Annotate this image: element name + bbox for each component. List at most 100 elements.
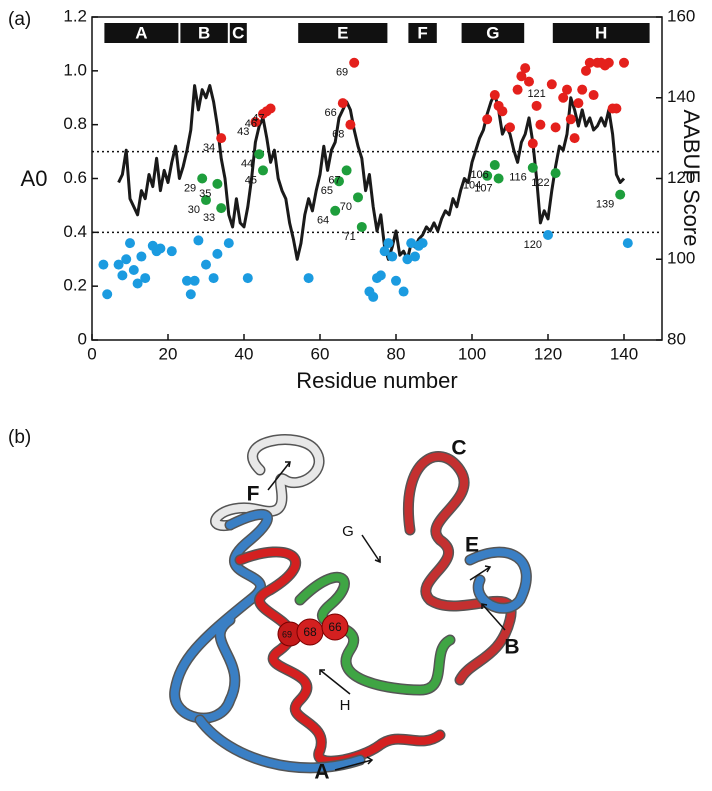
helix-label: E	[337, 23, 348, 42]
point	[550, 168, 561, 179]
point-label: 44	[241, 158, 253, 170]
point	[383, 238, 394, 249]
y2-tick-label: 120	[667, 168, 695, 187]
point	[212, 248, 223, 259]
x-tick-label: 80	[387, 344, 406, 363]
point	[535, 119, 546, 130]
point	[588, 90, 599, 101]
point	[406, 238, 417, 249]
point	[505, 122, 515, 133]
point	[524, 76, 534, 87]
point	[117, 270, 128, 281]
y2-tick-label: 140	[667, 87, 695, 106]
point	[619, 57, 629, 68]
helix-label: F	[417, 23, 427, 42]
point	[410, 251, 420, 262]
y-tick-label: 1.2	[63, 6, 87, 25]
point	[250, 116, 261, 127]
helix-label: G	[486, 23, 499, 42]
point	[489, 160, 500, 171]
residue-label: 66	[328, 620, 342, 634]
point-label: 67	[328, 174, 340, 186]
y2-tick-label: 80	[667, 329, 686, 348]
point	[125, 238, 135, 249]
point	[482, 114, 493, 125]
point	[562, 84, 572, 95]
point	[337, 98, 348, 109]
point	[527, 138, 538, 149]
point	[185, 289, 196, 300]
point	[512, 84, 523, 95]
point-label: 139	[596, 199, 614, 211]
point-label: 68	[332, 129, 344, 141]
x-tick-label: 60	[311, 344, 330, 363]
point	[565, 114, 576, 125]
point	[341, 165, 352, 176]
point	[543, 230, 553, 241]
point	[182, 275, 192, 286]
point	[615, 189, 626, 200]
point-label: 66	[325, 107, 337, 119]
point-label: 29	[184, 182, 196, 194]
point	[546, 79, 557, 90]
point	[520, 63, 531, 74]
helix-label: F	[247, 483, 260, 506]
point	[140, 273, 151, 284]
point	[584, 57, 595, 68]
point	[368, 291, 379, 302]
point	[531, 100, 542, 111]
helix-label: C	[232, 23, 244, 42]
y-tick-label: 0.4	[63, 222, 87, 241]
point-label: 65	[321, 185, 333, 197]
point	[611, 103, 622, 114]
y-tick-label: 0	[78, 329, 87, 348]
helix-label: A	[135, 23, 147, 42]
point-label: 116	[509, 172, 527, 184]
point	[265, 103, 276, 114]
helix-label: E	[465, 534, 479, 557]
point	[208, 273, 219, 284]
point-label: 46	[245, 118, 257, 130]
point-label: 34	[203, 142, 215, 154]
point-label: 30	[188, 204, 200, 216]
helix-box	[229, 23, 247, 43]
point	[417, 238, 428, 249]
y-tick-label: 1.0	[63, 60, 87, 79]
point	[379, 246, 390, 257]
point	[489, 90, 500, 101]
x-tick-label: 100	[458, 344, 486, 363]
point-label: 122	[531, 177, 549, 189]
point	[113, 259, 124, 270]
point-label: 106	[470, 169, 488, 181]
helix-label: G	[342, 523, 354, 540]
helix-box	[461, 23, 525, 43]
x-tick-label: 140	[610, 344, 638, 363]
point	[212, 178, 223, 189]
residue-label: 68	[303, 625, 317, 639]
helix-label: H	[595, 23, 607, 42]
point	[132, 278, 143, 289]
point	[242, 273, 253, 284]
x-tick-label: 20	[159, 344, 178, 363]
helix-box	[298, 23, 388, 43]
point-label: 104	[463, 180, 481, 192]
y-axis-title: A0	[21, 166, 48, 191]
point	[375, 270, 386, 281]
helix-box	[104, 23, 179, 43]
score-line	[117, 84, 626, 261]
point	[516, 71, 527, 82]
point	[121, 254, 132, 265]
helix-label: A	[314, 761, 329, 784]
point	[387, 251, 398, 262]
point-label: 35	[199, 188, 211, 200]
point-label: 120	[524, 239, 542, 251]
x-tick-label: 0	[87, 344, 96, 363]
point	[197, 173, 208, 184]
point-label: 69	[336, 67, 348, 79]
point	[402, 254, 413, 265]
point	[581, 65, 591, 76]
point	[201, 195, 211, 206]
point	[155, 243, 166, 254]
helix-box	[408, 23, 437, 43]
